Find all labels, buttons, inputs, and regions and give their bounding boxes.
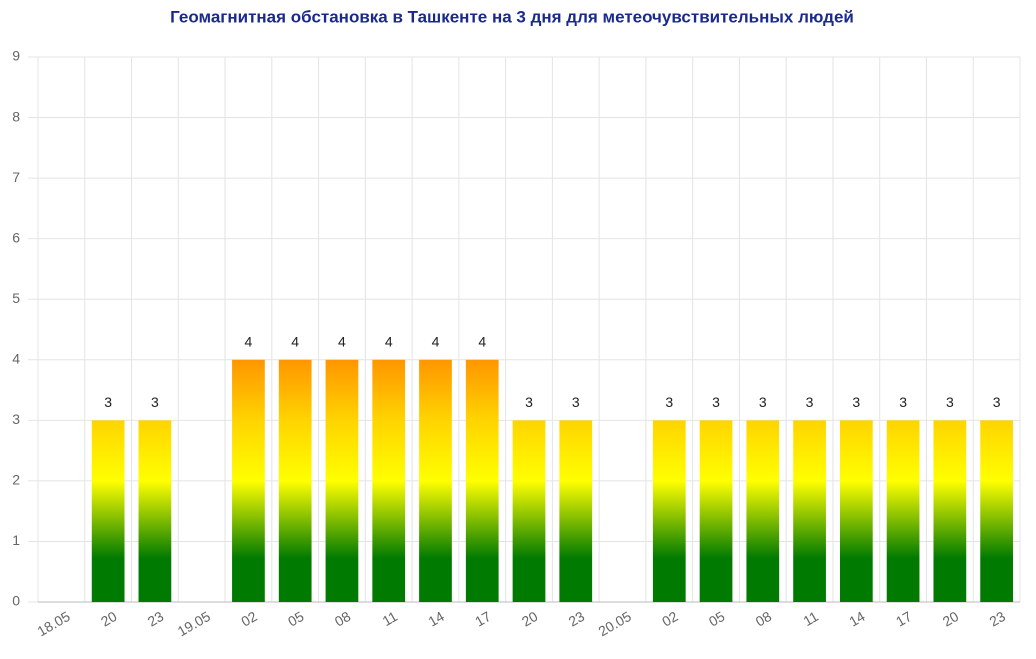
y-tick-label: 0: [12, 593, 20, 609]
data-label: 4: [338, 333, 346, 349]
bar: [886, 420, 920, 602]
data-label: 4: [245, 333, 253, 349]
y-tick-label: 4: [12, 350, 20, 366]
x-tick-label: 17: [893, 608, 915, 630]
x-tick-label: 14: [846, 608, 868, 630]
data-label: 3: [946, 394, 954, 410]
x-tick-label: 11: [800, 608, 821, 629]
bar: [793, 420, 826, 602]
bar: [699, 420, 733, 602]
y-tick-label: 5: [12, 290, 20, 306]
x-tick-label: 11: [379, 608, 400, 629]
x-tick-label: 08: [753, 608, 775, 630]
data-label: 4: [432, 333, 440, 349]
x-tick-label: 08: [332, 608, 354, 630]
data-label: 3: [712, 394, 720, 410]
data-label: 3: [525, 394, 533, 410]
bar: [232, 359, 265, 602]
bar: [933, 420, 967, 602]
data-label: 4: [291, 333, 299, 349]
data-label: 3: [665, 394, 673, 410]
bar: [465, 359, 499, 602]
y-tick-label: 7: [12, 169, 20, 185]
y-tick-label: 2: [12, 472, 20, 488]
data-label: 3: [899, 394, 907, 410]
bar: [512, 420, 546, 602]
data-label: 3: [151, 394, 159, 410]
x-tick-label: 20: [98, 608, 120, 630]
data-label: 3: [993, 394, 1001, 410]
data-label: 4: [385, 333, 393, 349]
bar: [559, 420, 593, 602]
x-tick-label: 05: [285, 608, 307, 630]
data-label: 3: [759, 394, 767, 410]
x-tick-label: 20: [519, 608, 541, 630]
x-tick-label: 23: [566, 608, 588, 630]
chart-title: Геомагнитная обстановка в Ташкенте на 3 …: [170, 7, 854, 26]
x-tick-label: 19.05: [175, 608, 214, 639]
bar: [138, 420, 172, 602]
data-label: 4: [478, 333, 486, 349]
bar: [746, 420, 780, 602]
y-tick-label: 1: [12, 532, 20, 548]
data-label: 3: [104, 394, 112, 410]
y-tick-label: 6: [12, 229, 20, 245]
x-tick-label: 18.05: [34, 608, 73, 639]
bar: [372, 359, 406, 602]
bar: [839, 420, 873, 602]
x-tick-label: 23: [145, 608, 167, 630]
x-tick-label: 02: [659, 608, 681, 630]
bar: [325, 359, 359, 602]
x-tick-label: 20.05: [596, 608, 635, 639]
data-label: 3: [572, 394, 580, 410]
x-tick-label: 20: [940, 608, 962, 630]
y-tick-label: 9: [12, 48, 20, 64]
x-tick-label: 05: [706, 608, 728, 630]
bar: [91, 420, 125, 602]
data-label: 3: [852, 394, 860, 410]
y-tick-label: 3: [12, 411, 20, 427]
bar: [278, 359, 312, 602]
x-tick-label: 14: [425, 608, 447, 630]
x-tick-label: 23: [986, 608, 1008, 630]
data-label: 3: [806, 394, 814, 410]
bar: [652, 420, 686, 602]
bar: [419, 359, 452, 602]
bar: [980, 420, 1013, 602]
x-tick-label: 17: [472, 608, 494, 630]
x-tick-label: 02: [238, 608, 260, 630]
y-tick-label: 8: [12, 108, 20, 124]
